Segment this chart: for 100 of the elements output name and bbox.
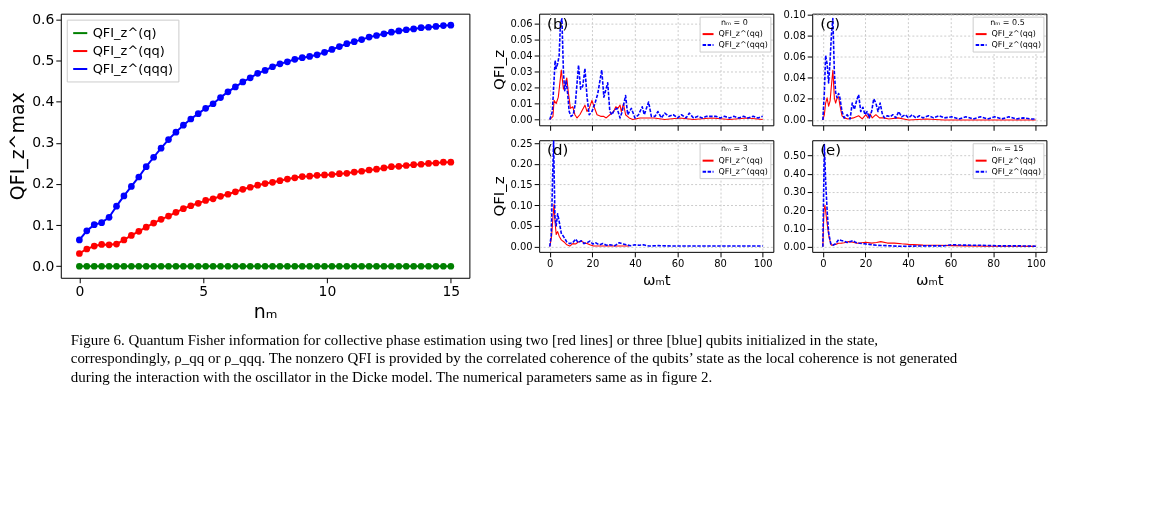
point	[291, 174, 299, 182]
point	[343, 262, 351, 270]
point	[440, 22, 447, 29]
point	[395, 27, 403, 35]
y-axis-title: QFI_z^max	[6, 92, 30, 201]
legend-label: QFI_z^(qq)	[991, 155, 1036, 165]
point	[269, 262, 276, 270]
point	[76, 262, 83, 270]
x-tick-label: 0	[547, 258, 554, 270]
x-axis-title: nₘ	[253, 300, 278, 323]
point	[120, 262, 128, 270]
point	[276, 177, 284, 185]
point	[224, 262, 232, 270]
point	[165, 136, 172, 143]
point	[350, 38, 358, 45]
point	[239, 185, 247, 193]
x-axis-title: ωₘt	[915, 271, 944, 290]
point	[440, 262, 447, 270]
point	[365, 262, 373, 270]
point	[194, 262, 202, 270]
point	[83, 245, 91, 253]
point	[373, 165, 380, 173]
y-tick-label: 0.02	[510, 82, 533, 94]
y-tick-label: 0.20	[510, 158, 533, 170]
x-tick-label: 40	[902, 258, 915, 270]
y-tick-label: 0.6	[32, 10, 55, 27]
point	[269, 63, 276, 71]
y-tick-label: 0.15	[510, 179, 533, 191]
point	[120, 192, 128, 200]
legend-title: nₘ = 3	[721, 144, 748, 154]
point	[76, 250, 83, 257]
line-series	[822, 69, 1037, 121]
point	[328, 46, 336, 53]
point	[246, 74, 254, 82]
y-tick-label: 0.01	[510, 98, 533, 110]
point	[232, 83, 239, 91]
point	[113, 240, 120, 248]
point	[350, 262, 358, 270]
legend-label: QFI_z^(qqq)	[718, 40, 768, 50]
point	[180, 262, 187, 270]
point	[187, 115, 195, 123]
legend-label: QFI_z^(qq)	[991, 29, 1036, 39]
y-tick-label: 0.20	[783, 204, 806, 216]
point	[172, 262, 180, 270]
point	[209, 100, 217, 108]
y-tick-label: 0.06	[783, 51, 806, 63]
point	[432, 262, 440, 270]
y-tick-label: 0.3	[32, 134, 55, 151]
y-tick-label: 0.00	[510, 240, 533, 252]
x-tick-label: 100	[1026, 258, 1046, 270]
point	[298, 173, 306, 180]
point	[232, 188, 239, 196]
point	[447, 158, 455, 166]
point	[410, 161, 418, 168]
x-tick-label: 20	[859, 258, 873, 270]
x-tick-label: 80	[714, 258, 727, 270]
point	[306, 53, 314, 60]
y-tick-label: 0.03	[510, 66, 533, 78]
point	[246, 183, 254, 191]
y-tick-label: 0.08	[783, 29, 806, 41]
point	[98, 262, 105, 270]
y-tick-label: 0.04	[783, 72, 806, 84]
y-tick-label: 0.10	[510, 199, 533, 211]
point	[388, 262, 395, 270]
y-tick-label: 0.1	[32, 216, 55, 233]
legend-label: QFI_z^(qq)	[718, 155, 763, 165]
point	[321, 262, 328, 270]
point	[90, 221, 98, 229]
point	[291, 56, 299, 63]
point	[321, 49, 328, 56]
point	[336, 170, 343, 178]
y-tick-label: 0.50	[783, 149, 806, 161]
point	[180, 121, 187, 129]
point	[135, 227, 143, 235]
point	[447, 21, 455, 29]
point	[157, 216, 165, 223]
point	[388, 163, 395, 171]
point	[232, 262, 239, 270]
point	[284, 175, 291, 183]
y-tick-label: 0.05	[510, 34, 533, 46]
point	[417, 262, 425, 270]
point	[217, 94, 224, 101]
y-tick-label: 0.05	[510, 220, 533, 232]
point	[224, 88, 232, 96]
point	[291, 262, 299, 270]
point	[98, 219, 105, 226]
x-tick-label: 10	[318, 283, 337, 300]
point	[105, 213, 113, 221]
point	[395, 262, 403, 270]
point	[447, 262, 455, 270]
point	[165, 212, 172, 220]
x-tick-label: 80	[987, 258, 1001, 270]
point	[380, 164, 388, 172]
legend-label: QFI_z^(q)	[92, 25, 157, 41]
y-tick-label: 0.30	[783, 186, 806, 198]
point	[380, 262, 388, 270]
point	[425, 160, 432, 167]
x-tick-label: 5	[199, 283, 209, 300]
y-tick-label: 0.2	[32, 175, 55, 192]
point	[187, 202, 195, 210]
